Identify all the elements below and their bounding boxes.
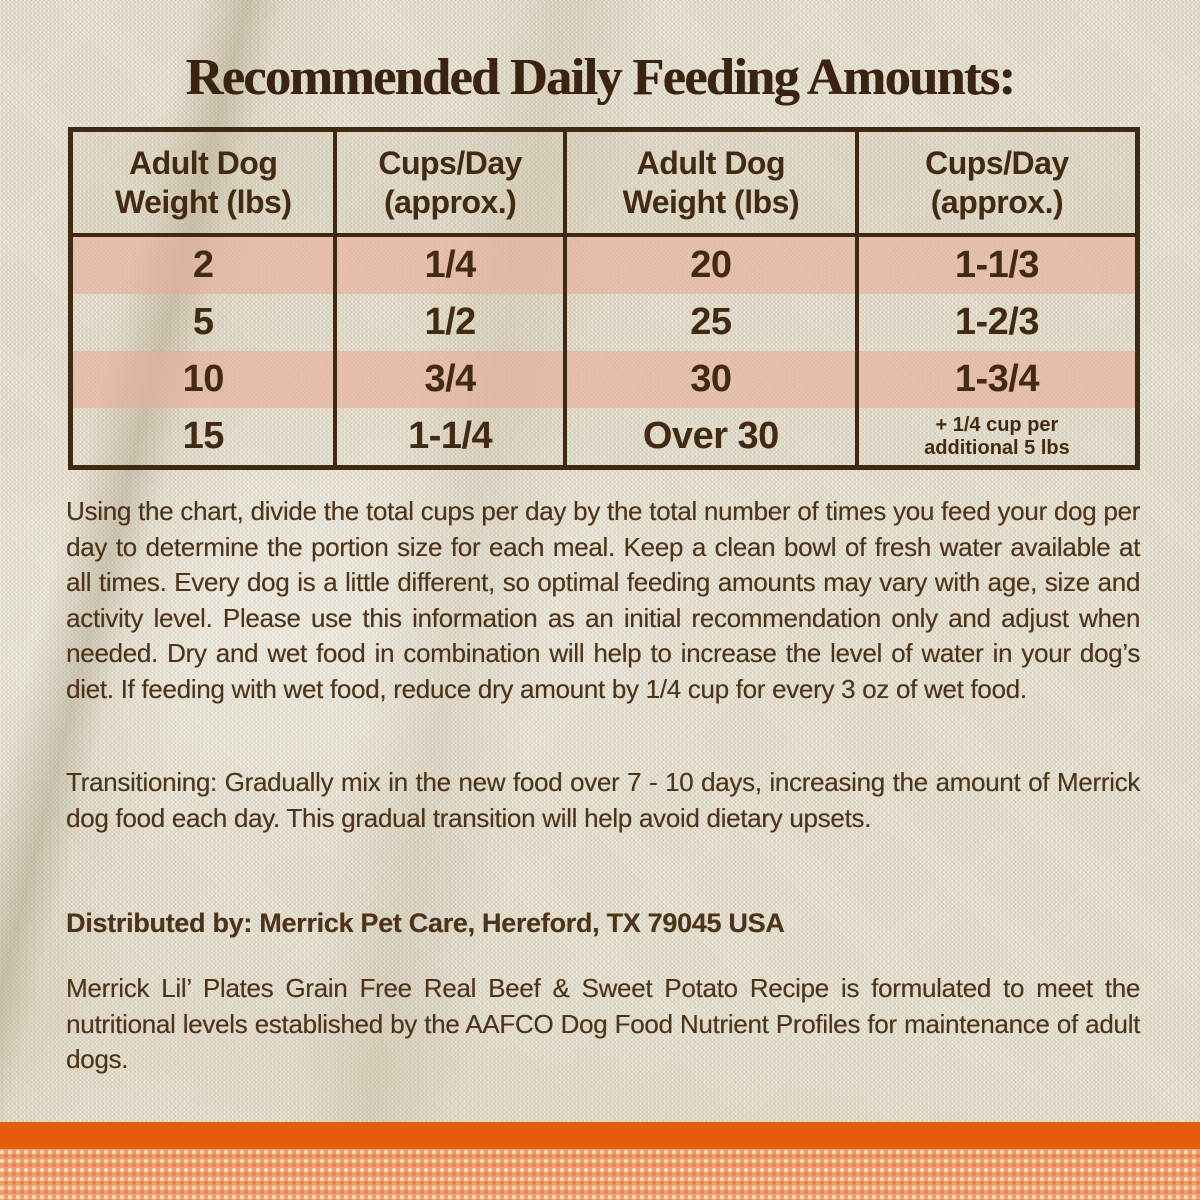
table-cell: 1/4 xyxy=(337,237,567,294)
paragraph-usage: Using the chart, divide the total cups p… xyxy=(66,496,1140,704)
feeding-table: Adult Dog Weight (lbs) Cups/Day (approx.… xyxy=(68,127,1140,470)
orange-divider-bar xyxy=(0,1122,1200,1149)
distributor-line: Distributed by: Merrick Pet Care, Herefo… xyxy=(66,908,785,938)
table-header-cell: Adult Dog Weight (lbs) xyxy=(73,132,338,233)
orange-knit-band xyxy=(0,1149,1200,1200)
header-line: Cups/Day xyxy=(925,144,1069,181)
table-cell: 10 xyxy=(73,351,338,408)
header-line: Weight (lbs) xyxy=(114,183,292,220)
table-header-cell: Cups/Day (approx.) xyxy=(337,132,567,233)
header-line: Cups/Day xyxy=(378,144,522,181)
table-row: 5 1/2 25 1-2/3 xyxy=(73,294,1135,351)
table-cell: 15 xyxy=(73,408,338,465)
table-cell: 20 xyxy=(567,237,859,294)
table-cell-note: + 1/4 cup per additional 5 lbs xyxy=(924,413,1070,459)
table-row: 15 1-1/4 Over 30 + 1/4 cup per additiona… xyxy=(73,408,1135,465)
table-cell: 25 xyxy=(567,294,859,351)
table-cell: 1/2 xyxy=(337,294,567,351)
header-line: (approx.) xyxy=(383,183,517,220)
table-header-row: Adult Dog Weight (lbs) Cups/Day (approx.… xyxy=(73,132,1135,237)
paragraph-transitioning: Transitioning: Gradually mix in the new … xyxy=(66,767,1140,833)
page-title: Recommended Daily Feeding Amounts: xyxy=(185,49,1016,106)
table-row: 2 1/4 20 1-1/3 xyxy=(73,237,1135,294)
table-cell: 30 xyxy=(567,351,859,408)
table-cell: 2 xyxy=(73,237,338,294)
header-line: Adult Dog xyxy=(129,144,278,181)
table-header-cell: Cups/Day (approx.) xyxy=(859,132,1135,233)
header-line: (approx.) xyxy=(930,183,1064,220)
table-header-cell: Adult Dog Weight (lbs) xyxy=(567,132,859,233)
table-cell: 1-1/4 xyxy=(337,408,567,465)
table-cell: 1-1/3 xyxy=(954,244,1040,286)
table-cell: 1-2/3 xyxy=(954,301,1040,343)
table-cell: 3/4 xyxy=(337,351,567,408)
table-cell: Over 30 xyxy=(567,408,859,465)
table-cell: 5 xyxy=(73,294,338,351)
header-line: Weight (lbs) xyxy=(622,183,800,220)
paragraph-aafco: Merrick Lil’ Plates Grain Free Real Beef… xyxy=(66,973,1140,1074)
table-row: 10 3/4 30 1-3/4 xyxy=(73,351,1135,408)
header-line: Adult Dog xyxy=(636,144,786,181)
table-cell: 1-3/4 xyxy=(954,358,1040,400)
